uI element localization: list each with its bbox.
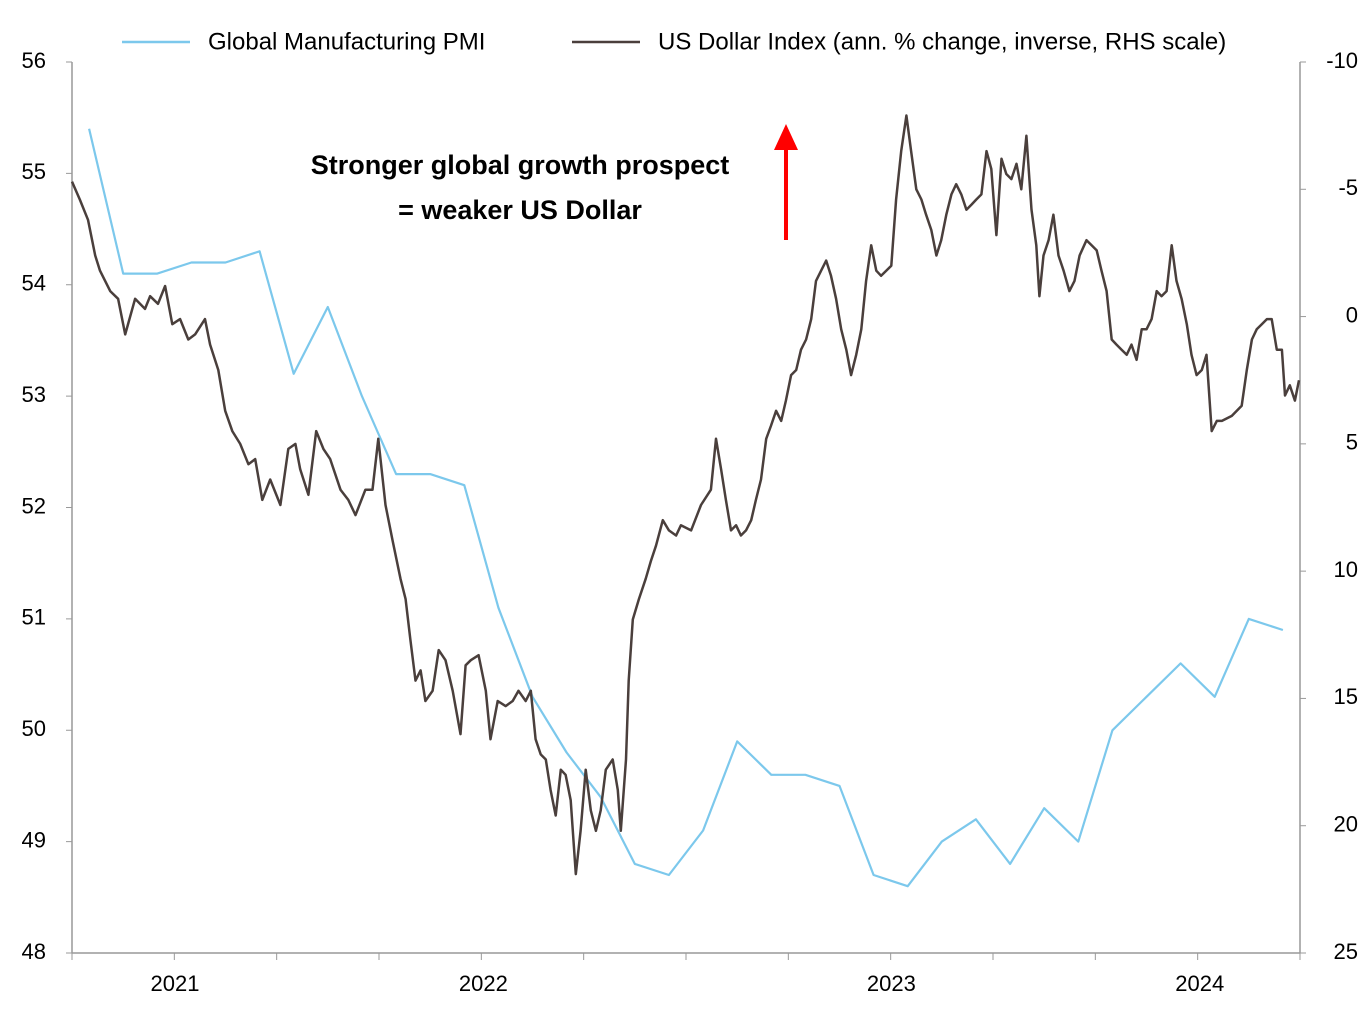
y2-tick-label: -5 <box>1338 175 1358 200</box>
y2-tick-label: 15 <box>1334 684 1358 709</box>
series-line <box>70 114 1301 876</box>
y2-tick-label: 0 <box>1346 302 1358 327</box>
y2-tick-label: 5 <box>1346 430 1358 455</box>
legend-label: Global Manufacturing PMI <box>208 28 485 55</box>
annotation: = weaker US Dollar <box>398 195 642 225</box>
legend-label: US Dollar Index (ann. % change, inverse,… <box>658 28 1226 55</box>
y-tick-label: 50 <box>22 716 46 741</box>
y-tick-label: 52 <box>22 493 46 518</box>
y-tick-label: 53 <box>22 382 46 407</box>
x-tick-label: 2024 <box>1175 971 1224 996</box>
y2-tick-label: -10 <box>1326 48 1358 73</box>
y-tick-label: 49 <box>22 827 46 852</box>
y2-tick-label: 10 <box>1334 557 1358 582</box>
y-tick-label: 54 <box>22 271 46 296</box>
y2-tick-label: 25 <box>1334 939 1358 964</box>
x-tick-label: 2022 <box>459 971 508 996</box>
x-tick-label: 2021 <box>151 971 200 996</box>
y2-tick-label: 20 <box>1334 812 1358 837</box>
series-line <box>88 128 1284 888</box>
y-tick-label: 51 <box>22 605 46 630</box>
y-tick-label: 56 <box>22 48 46 73</box>
y-tick-label: 48 <box>22 939 46 964</box>
x-tick-label: 2023 <box>867 971 916 996</box>
arrow-head <box>774 124 798 150</box>
y-tick-label: 55 <box>22 159 46 184</box>
annotation: Stronger global growth prospect <box>311 150 730 180</box>
